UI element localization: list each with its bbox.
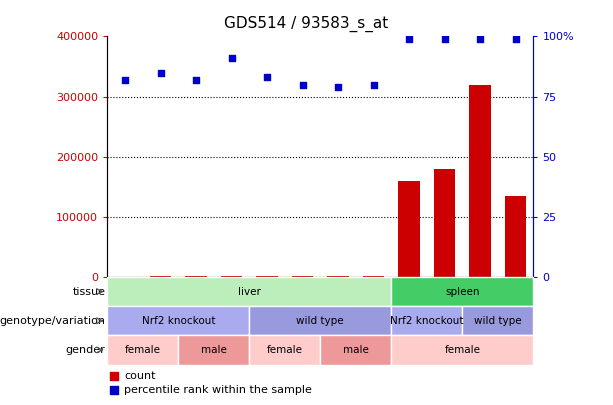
Bar bbox=[434, 169, 455, 277]
Bar bbox=[256, 276, 278, 277]
Point bbox=[333, 84, 343, 90]
Bar bbox=[398, 181, 420, 277]
Bar bbox=[321, 335, 391, 364]
Bar bbox=[249, 306, 391, 335]
Bar bbox=[178, 335, 249, 364]
Text: wild type: wild type bbox=[297, 316, 344, 326]
Text: female: female bbox=[125, 345, 161, 355]
Point bbox=[262, 74, 272, 81]
Point bbox=[404, 36, 414, 42]
Text: female: female bbox=[444, 345, 481, 355]
Bar bbox=[185, 276, 207, 277]
Bar bbox=[249, 335, 321, 364]
Text: Nrf2 knockout: Nrf2 knockout bbox=[142, 316, 215, 326]
Bar bbox=[107, 277, 391, 306]
Bar bbox=[391, 277, 533, 306]
Text: male: male bbox=[201, 345, 227, 355]
Text: gender: gender bbox=[66, 345, 105, 355]
Bar bbox=[107, 335, 178, 364]
Text: genotype/variation: genotype/variation bbox=[0, 316, 105, 326]
Point bbox=[298, 81, 308, 88]
Bar bbox=[462, 306, 533, 335]
Point bbox=[475, 36, 485, 42]
Text: tissue: tissue bbox=[72, 287, 105, 296]
Bar bbox=[292, 276, 313, 277]
Point bbox=[120, 77, 130, 83]
Bar bbox=[391, 335, 533, 364]
Text: Nrf2 knockout: Nrf2 knockout bbox=[390, 316, 463, 326]
Text: spleen: spleen bbox=[445, 287, 479, 296]
Text: liver: liver bbox=[238, 287, 261, 296]
Bar bbox=[150, 276, 171, 277]
Text: male: male bbox=[343, 345, 369, 355]
Text: wild type: wild type bbox=[474, 316, 522, 326]
Point bbox=[227, 55, 237, 61]
Bar bbox=[107, 306, 249, 335]
Point bbox=[109, 373, 118, 379]
Point bbox=[368, 81, 378, 88]
Bar bbox=[505, 196, 526, 277]
Point bbox=[511, 36, 520, 42]
Point bbox=[109, 387, 118, 394]
Point bbox=[156, 69, 166, 76]
Bar bbox=[391, 306, 462, 335]
Bar bbox=[470, 85, 491, 277]
Text: female: female bbox=[267, 345, 303, 355]
Point bbox=[191, 77, 201, 83]
Text: count: count bbox=[124, 371, 156, 381]
Bar bbox=[363, 276, 384, 277]
Text: GDS514 / 93583_s_at: GDS514 / 93583_s_at bbox=[224, 16, 389, 32]
Text: percentile rank within the sample: percentile rank within the sample bbox=[124, 386, 312, 395]
Point bbox=[440, 36, 449, 42]
